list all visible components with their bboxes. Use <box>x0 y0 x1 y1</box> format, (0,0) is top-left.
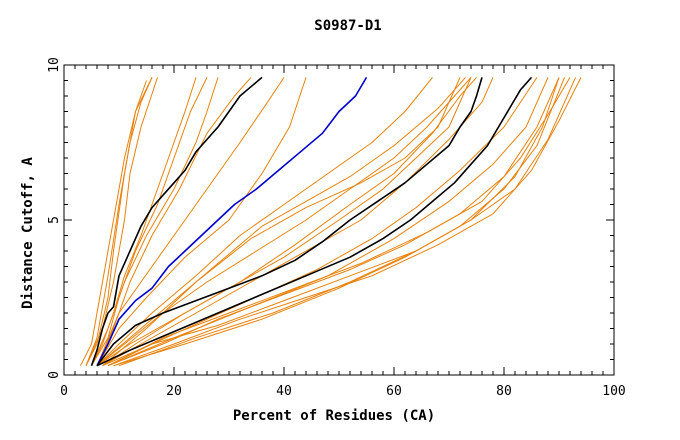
series-line-blue-26 <box>96 76 368 367</box>
series-line-orange-21 <box>107 77 549 367</box>
y-tick-label: 0 <box>47 371 62 379</box>
series-line-black-28 <box>96 76 533 367</box>
series-line-orange-15 <box>102 77 494 367</box>
series-line-orange-3 <box>85 77 158 366</box>
series-line-black-27 <box>96 77 483 367</box>
series-line-orange-23 <box>113 77 565 367</box>
x-tick-label: 60 <box>386 384 402 399</box>
series-line-orange-1 <box>85 77 153 366</box>
series-line-orange-6 <box>91 77 219 366</box>
y-axis-label: Distance Cutoff, A <box>20 157 36 309</box>
series-line-orange-20 <box>102 77 576 367</box>
series-line-orange-11 <box>96 77 472 367</box>
x-tick-label: 20 <box>166 384 182 399</box>
series-line-orange-9 <box>96 77 307 366</box>
series-line-orange-16 <box>107 77 538 367</box>
series-line-orange-17 <box>107 77 560 367</box>
series-line-black-25 <box>90 76 263 366</box>
x-axis-label: Percent of Residues (CA) <box>233 408 435 424</box>
y-tick-label: 10 <box>47 57 62 73</box>
series-line-orange-5 <box>91 77 208 366</box>
axes: 0 20 40 60 80 100 0 5 10 <box>47 57 626 399</box>
x-tick-label: 0 <box>60 384 68 399</box>
series-line-orange-12 <box>96 77 472 367</box>
x-tick-label: 80 <box>496 384 512 399</box>
plot-lines <box>80 76 582 367</box>
series-line-orange-0 <box>80 80 147 366</box>
chart-title: S0987-D1 <box>314 18 381 34</box>
series-line-orange-18 <box>113 77 582 367</box>
series-line-orange-10 <box>96 77 433 367</box>
y-tick-label: 5 <box>47 216 62 224</box>
series-line-orange-13 <box>102 77 477 367</box>
series-line-orange-24 <box>118 77 560 367</box>
series-line-orange-22 <box>102 77 461 367</box>
x-tick-label: 100 <box>602 384 625 399</box>
series-line-orange-8 <box>96 77 285 366</box>
x-tick-label: 40 <box>276 384 292 399</box>
series-line-orange-14 <box>96 77 466 367</box>
series-line-orange-2 <box>85 77 153 366</box>
series-line-orange-19 <box>107 77 571 367</box>
